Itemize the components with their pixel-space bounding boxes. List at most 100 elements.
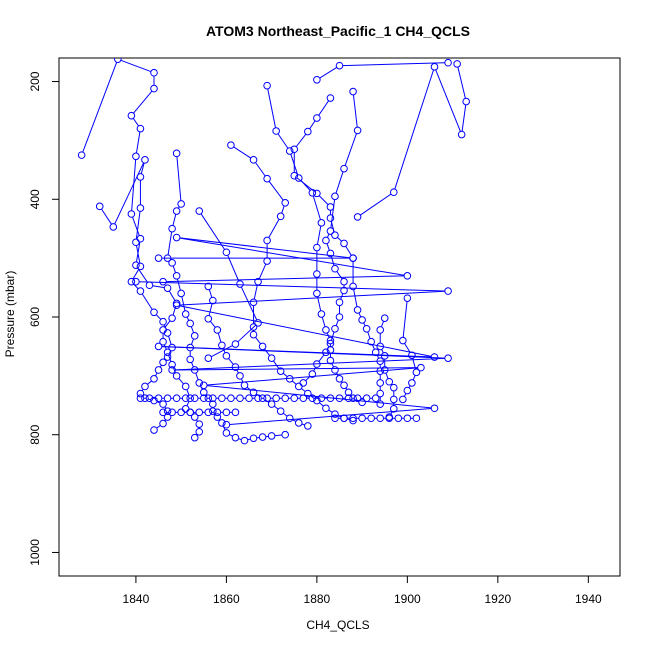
profile-series (263, 81, 366, 407)
data-point (326, 227, 335, 235)
data-point (349, 254, 357, 262)
y-tick-label: 1000 (28, 539, 42, 566)
series-line-segment (326, 233, 330, 238)
series-line-segment (155, 314, 162, 320)
data-point (245, 394, 253, 403)
data-point (417, 363, 425, 372)
data-point (331, 231, 339, 239)
data-point (408, 351, 416, 360)
data-point (231, 408, 240, 417)
series-line-segment (457, 66, 466, 99)
data-point (172, 149, 181, 158)
series-line-segment (255, 336, 261, 345)
profile-series (95, 156, 176, 434)
data-point (249, 156, 258, 164)
data-point (222, 408, 231, 417)
data-point (163, 394, 172, 403)
series-line-segment (353, 289, 358, 307)
series-line-segment (317, 296, 322, 311)
data-point (285, 147, 294, 155)
data-point (304, 127, 312, 136)
data-point (349, 416, 357, 425)
series-line-segment (147, 380, 152, 385)
data-point (172, 233, 181, 242)
data-point (132, 261, 140, 270)
data-point (109, 223, 118, 231)
data-point (163, 348, 172, 357)
data-point (376, 400, 385, 408)
series-line-segment (358, 312, 362, 318)
series-line-segment (179, 305, 432, 357)
data-point (177, 200, 185, 208)
series-line-segment (114, 162, 145, 225)
series-line-segment (82, 62, 118, 153)
data-point (294, 174, 303, 182)
data-point (213, 413, 222, 421)
series-line-segment (268, 181, 284, 201)
data-point (385, 377, 394, 386)
profile-series (159, 408, 240, 417)
data-point (340, 239, 348, 248)
data-point (258, 394, 267, 403)
data-point (412, 414, 421, 423)
data-point (276, 367, 285, 375)
series-line-segment (156, 425, 161, 429)
data-point (453, 60, 461, 68)
data-point (195, 427, 204, 436)
series-line-segment (181, 296, 186, 311)
series-line-segment (253, 284, 258, 300)
data-point (172, 301, 181, 310)
series-line-segment (318, 195, 329, 205)
series-line-segment (172, 214, 177, 226)
data-point (335, 298, 344, 307)
data-point (281, 430, 290, 439)
x-axis: 1840 1860 1880 1900 1920 1940 (123, 576, 602, 606)
data-point (254, 319, 262, 327)
data-point (290, 171, 299, 180)
series-line-segment (367, 331, 371, 339)
y-axis-label: Pressure (mbar) (3, 271, 17, 358)
series-line-segment (210, 345, 233, 358)
data-point (313, 189, 321, 198)
series-line-segment (179, 237, 350, 259)
y-tick-label: 200 (28, 71, 42, 91)
series-line-segment (404, 343, 411, 353)
data-point (231, 340, 240, 348)
data-point (367, 414, 375, 423)
series-line-segment (318, 100, 330, 116)
data-point (353, 126, 362, 135)
series-line-segment (132, 216, 140, 236)
series-line-segment (237, 324, 256, 343)
data-point (258, 433, 267, 441)
series-line-segment (164, 320, 171, 328)
series-line-segment (335, 319, 339, 326)
series-line-segment (140, 162, 145, 174)
x-axis-label: CH4_QCLS (306, 618, 369, 632)
data-point (376, 414, 385, 423)
series-line-segment (135, 211, 141, 240)
data-point (331, 366, 339, 374)
series-line-segment (168, 355, 172, 362)
data-point (186, 355, 195, 364)
data-point (389, 188, 398, 197)
series-line-segment (217, 332, 222, 343)
series-line-segment (228, 358, 234, 365)
data-point (313, 75, 321, 84)
data-point (213, 408, 222, 417)
series-line-segment (301, 388, 306, 392)
series-line-segment (331, 363, 334, 368)
y-tick-label: 400 (28, 189, 42, 209)
data-point (358, 398, 366, 407)
data-point (204, 282, 213, 291)
data-point (326, 339, 335, 348)
series-line-segment (328, 409, 333, 413)
data-point (335, 375, 344, 383)
data-point (322, 326, 330, 334)
data-point (159, 408, 167, 417)
data-point (358, 414, 366, 423)
data-point (150, 84, 158, 93)
data-point (195, 379, 204, 387)
data-point (186, 394, 195, 403)
data-point (249, 388, 258, 397)
